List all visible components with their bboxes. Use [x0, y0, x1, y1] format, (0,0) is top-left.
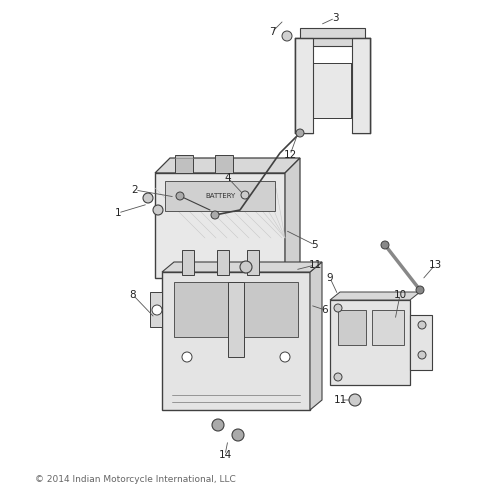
Polygon shape — [162, 262, 322, 272]
Circle shape — [153, 205, 163, 215]
Text: 5: 5 — [312, 240, 318, 250]
Circle shape — [418, 321, 426, 329]
Circle shape — [334, 304, 342, 312]
Bar — [182, 250, 194, 275]
Bar — [338, 310, 366, 345]
Circle shape — [381, 241, 389, 249]
Text: 3: 3 — [332, 13, 338, 23]
Circle shape — [211, 211, 219, 219]
Circle shape — [416, 286, 424, 294]
Circle shape — [143, 193, 153, 203]
Polygon shape — [155, 158, 300, 173]
Circle shape — [296, 129, 304, 137]
Polygon shape — [330, 292, 420, 300]
Circle shape — [212, 419, 224, 431]
Text: 1: 1 — [114, 208, 121, 218]
Text: 8: 8 — [130, 290, 136, 300]
Text: 4: 4 — [224, 173, 232, 183]
Bar — [330, 300, 410, 385]
Text: 2: 2 — [132, 185, 138, 195]
Circle shape — [176, 192, 184, 200]
Circle shape — [241, 191, 249, 199]
Circle shape — [152, 305, 162, 315]
Circle shape — [418, 351, 426, 359]
Text: 14: 14 — [218, 450, 232, 460]
Bar — [228, 282, 244, 357]
Circle shape — [182, 352, 192, 362]
Bar — [215, 155, 233, 173]
Text: 10: 10 — [394, 290, 406, 300]
Polygon shape — [285, 158, 300, 278]
Bar — [175, 155, 193, 173]
Text: 12: 12 — [284, 150, 296, 160]
Bar — [295, 38, 313, 133]
Bar — [313, 63, 351, 118]
Text: © 2014 Indian Motorcycle International, LLC: © 2014 Indian Motorcycle International, … — [35, 476, 236, 484]
Bar — [217, 250, 229, 275]
Circle shape — [240, 261, 252, 273]
Text: 6: 6 — [322, 305, 328, 315]
Text: 11: 11 — [308, 260, 322, 270]
Bar — [410, 315, 432, 370]
Bar — [300, 28, 365, 46]
Bar — [372, 310, 404, 345]
Circle shape — [232, 429, 244, 441]
Circle shape — [349, 394, 361, 406]
Text: 9: 9 — [326, 273, 334, 283]
Bar — [165, 181, 275, 211]
Polygon shape — [150, 292, 162, 327]
Text: 7: 7 — [268, 27, 276, 37]
Bar — [174, 282, 298, 337]
Circle shape — [280, 352, 290, 362]
Circle shape — [334, 373, 342, 381]
Polygon shape — [310, 262, 322, 410]
Bar — [162, 272, 310, 410]
Text: 13: 13 — [428, 260, 442, 270]
Text: 11: 11 — [334, 395, 346, 405]
Circle shape — [282, 31, 292, 41]
Bar — [155, 173, 285, 278]
Bar — [247, 250, 259, 275]
Text: BATTERY: BATTERY — [205, 193, 235, 199]
Bar — [352, 38, 370, 133]
